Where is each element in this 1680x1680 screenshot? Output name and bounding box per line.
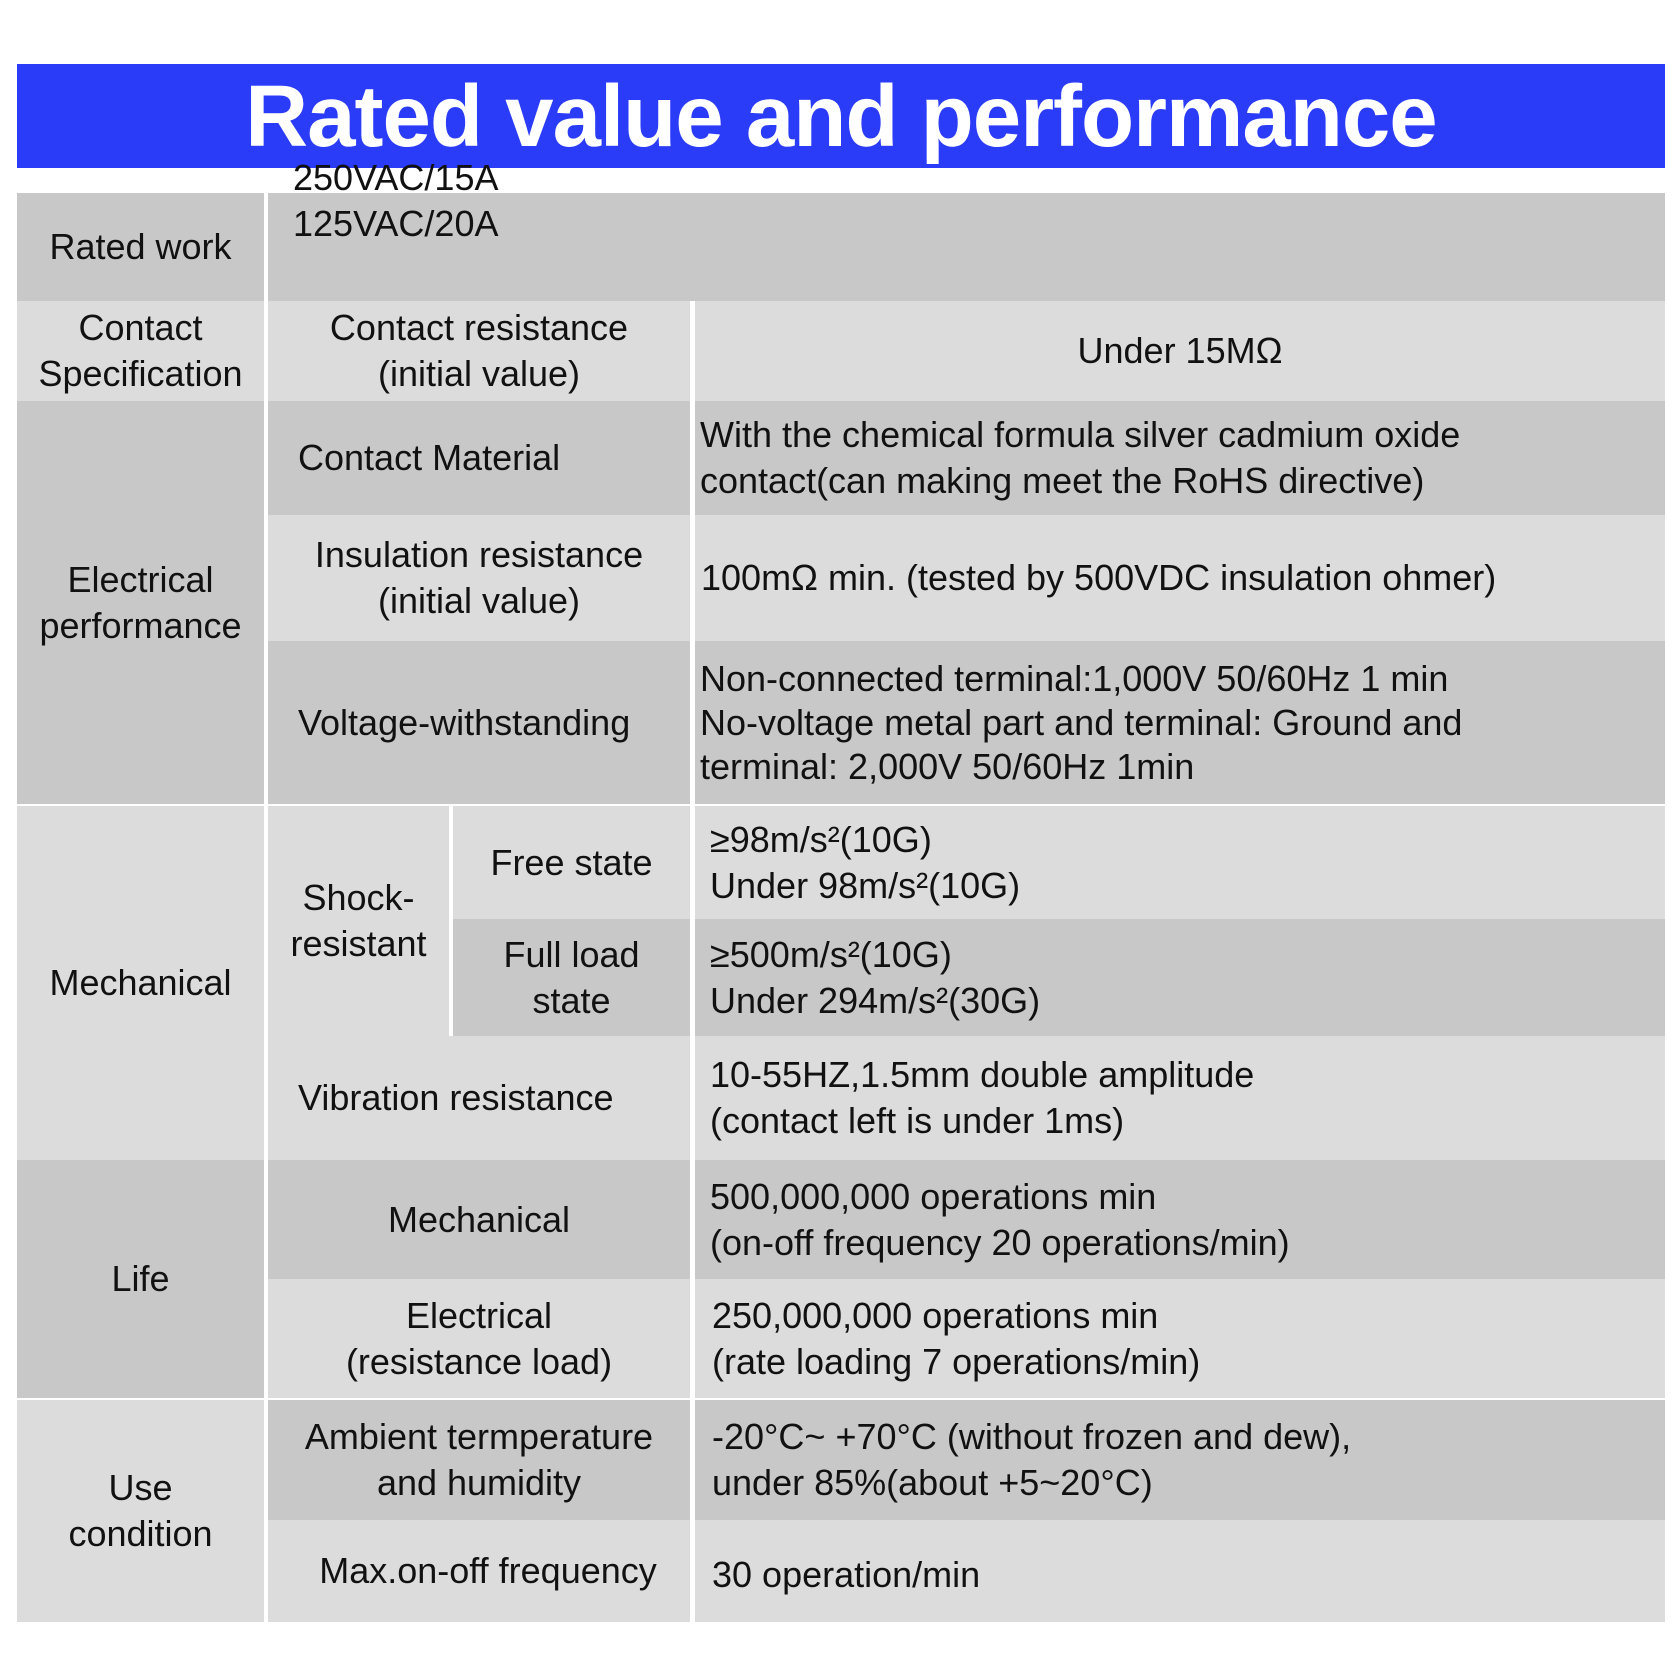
insulation-item-line1: Insulation resistance [314, 534, 644, 575]
shock-resistant-line2: resistant [290, 923, 427, 964]
voltage-item-cell: Voltage-withstanding [268, 641, 690, 804]
electrical-label-cell: Electrical performance [17, 401, 264, 804]
life-mechanical-item-cell: Mechanical [268, 1160, 690, 1279]
ambient-value-line1: -20°C~ +70°C (without frozen and dew), [712, 1416, 1352, 1457]
life-label-cell: Life [17, 1160, 264, 1398]
full-load-value-line1: ≥500m/s²(10G) [710, 933, 952, 975]
shock-resistant-line1: Shock- [302, 877, 415, 918]
life-electrical-item-line1: Electrical [405, 1294, 553, 1336]
vibration-value-cell: 10-55HZ,1.5mm double amplitude (contact … [695, 1036, 1665, 1160]
life-electrical-item-line2: (resistance load) [345, 1340, 613, 1382]
contact-material-value-line2: contact(can making meet the RoHS directi… [700, 460, 1425, 501]
free-state-item: Free state [490, 841, 653, 883]
electrical-label-line2: performance [39, 604, 242, 646]
mechanical-label-cell: Mechanical [17, 806, 264, 1160]
rated-work-label-cell: Rated work [17, 193, 264, 301]
full-load-item-cell: Full load state [453, 919, 690, 1036]
contact-material-value-cell: With the chemical formula silver cadmium… [695, 401, 1665, 515]
ambient-item-cell: Ambient termperature and humidity [268, 1400, 690, 1520]
free-state-value-line2: Under 98m/s²(10G) [710, 864, 1021, 906]
life-electrical-item-cell: Electrical (resistance load) [268, 1279, 690, 1398]
voltage-value-line3: terminal: 2,000V 50/60Hz 1min [700, 745, 1195, 787]
contact-resistance-item-line2: (initial value) [377, 353, 581, 394]
electrical-label-line1: Electrical [67, 558, 214, 600]
full-load-item-line1: Full load [503, 933, 640, 975]
max-freq-item-cell: Max.on-off frequency [268, 1520, 690, 1622]
vibration-value-line2: (contact left is under 1ms) [710, 1100, 1125, 1141]
life-mechanical-item: Mechanical [387, 1198, 571, 1240]
contact-resistance-item-cell: Contact resistance (initial value) [268, 301, 690, 401]
life-electrical-value-line2: (rate loading 7 operations/min) [712, 1340, 1201, 1382]
rated-work-value-cell: 250VAC/15A 125VAC/20A(Resistance load) [268, 157, 1665, 336]
title-banner: Rated value and performance [17, 64, 1665, 168]
use-condition-label-cell: Use condition [17, 1400, 264, 1622]
free-state-value-line1: ≥98m/s²(10G) [710, 818, 932, 860]
voltage-value-line1: Non-connected terminal:1,000V 50/60Hz 1 … [700, 657, 1449, 699]
insulation-value-cell: 100mΩ min. (tested by 500VDC insulation … [695, 515, 1665, 641]
voltage-value-cell: Non-connected terminal:1,000V 50/60Hz 1 … [695, 641, 1665, 804]
contact-resistance-value: Under 15MΩ [1077, 330, 1283, 371]
use-condition-label-line1: Use [108, 1467, 173, 1508]
contact-spec-label-cell: Contact Specification [17, 301, 264, 401]
contact-material-value-line1: With the chemical formula silver cadmium… [700, 414, 1461, 455]
ambient-item-line1: Ambient termperature [304, 1416, 654, 1457]
contact-spec-label-line1: Contact [78, 307, 203, 348]
life-mechanical-value-line2: (on-off frequency 20 operations/min) [710, 1221, 1290, 1263]
full-load-value-line2: Under 294m/s²(30G) [710, 979, 1041, 1021]
vibration-item: Vibration resistance [298, 1077, 614, 1118]
ambient-value-line2: under 85%(about +5~20°C) [712, 1462, 1153, 1503]
mechanical-label: Mechanical [49, 962, 232, 1003]
use-condition-label-line2: condition [68, 1513, 213, 1554]
max-freq-value: 30 operation/min [712, 1554, 981, 1595]
full-load-value-cell: ≥500m/s²(10G) Under 294m/s²(30G) [695, 919, 1665, 1036]
voltage-item: Voltage-withstanding [298, 701, 631, 743]
ambient-item-line2: and humidity [376, 1462, 582, 1503]
full-load-item-line2: state [532, 979, 611, 1021]
free-state-value-cell: ≥98m/s²(10G) Under 98m/s²(10G) [695, 806, 1665, 919]
contact-material-item: Contact Material [298, 437, 561, 478]
vibration-item-cell: Vibration resistance [268, 1036, 690, 1160]
voltage-value-line2: No-voltage metal part and terminal: Grou… [700, 701, 1463, 743]
page-title: Rated value and performance [245, 67, 1437, 165]
insulation-item-line2: (initial value) [377, 580, 581, 621]
shock-resistant-cell: Shock- resistant [268, 806, 449, 1036]
max-freq-item: Max.on-off frequency [319, 1550, 657, 1591]
life-mechanical-value-cell: 500,000,000 operations min (on-off frequ… [695, 1160, 1665, 1279]
life-electrical-value-cell: 250,000,000 operations min (rate loading… [695, 1279, 1665, 1398]
life-label: Life [111, 1258, 170, 1299]
contact-material-item-cell: Contact Material [268, 401, 690, 515]
rated-work-label: Rated work [49, 226, 232, 267]
rated-work-voltage: 125VAC/20A [293, 203, 499, 244]
contact-spec-label-line2: Specification [38, 353, 243, 394]
insulation-item-cell: Insulation resistance (initial value) [268, 515, 690, 641]
vibration-value-line1: 10-55HZ,1.5mm double amplitude [710, 1054, 1255, 1095]
rated-work-value-line1: 250VAC/15A [293, 157, 499, 198]
free-state-item-cell: Free state [453, 806, 690, 919]
life-mechanical-value-line1: 500,000,000 operations min [710, 1175, 1157, 1217]
ambient-value-cell: -20°C~ +70°C (without frozen and dew), u… [695, 1400, 1665, 1520]
life-electrical-value-line1: 250,000,000 operations min [712, 1294, 1159, 1336]
max-freq-value-cell: 30 operation/min [695, 1520, 1665, 1622]
contact-resistance-item-line1: Contact resistance [329, 307, 629, 348]
contact-resistance-value-cell: Under 15MΩ [695, 301, 1665, 401]
insulation-value: 100mΩ min. (tested by 500VDC insulation … [701, 557, 1497, 598]
